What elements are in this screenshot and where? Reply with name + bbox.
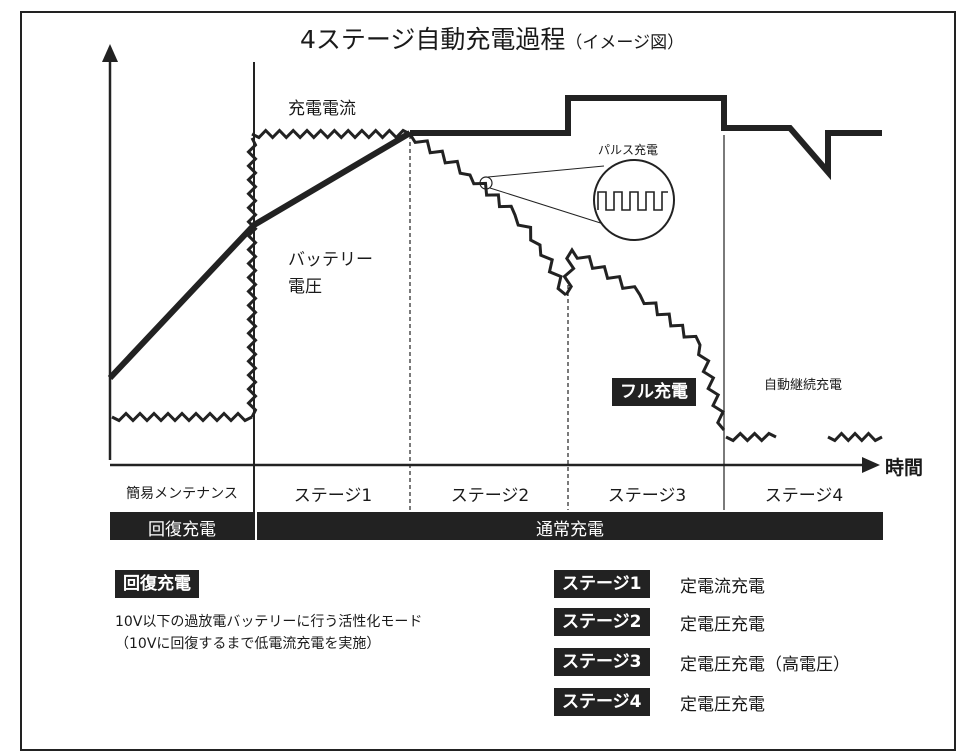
label-current: 充電電流 <box>288 99 356 119</box>
legend-stage1-desc: 定電流充電 <box>680 577 765 597</box>
current-tail-2 <box>827 431 883 443</box>
label-auto-charge: 自動継続充電 <box>764 378 843 393</box>
y-axis-arrow <box>102 44 118 62</box>
stage3-label: ステージ3 <box>607 486 687 506</box>
legend-stage1-badge: ステージ1 <box>554 570 650 598</box>
page-title: 4ステージ自動充電過程（イメージ図） <box>300 20 684 56</box>
stage4-label: ステージ4 <box>764 486 844 506</box>
legend-stage4-badge: ステージ4 <box>554 688 650 716</box>
recovery-bar-bg <box>110 512 254 540</box>
pulse-wave <box>597 191 668 211</box>
legend-stage3-desc: 定電圧充電（高電圧） <box>680 655 850 675</box>
stage2-label: ステージ2 <box>450 486 530 506</box>
recovery-note-heading: 回復充電 <box>115 570 199 598</box>
label-pulse: パルス充電 <box>598 143 659 157</box>
label-voltage-line2: 電圧 <box>288 277 322 297</box>
current-tail-1 <box>725 431 777 443</box>
pulse-leader-bottom <box>489 187 611 227</box>
legend-stage2-badge: ステージ2 <box>554 608 650 636</box>
recovery-bar-label: 回復充電 <box>148 520 216 540</box>
current-decay-stage2 <box>408 133 567 297</box>
normal-bar-label: 通常充電 <box>536 520 604 540</box>
x-axis-arrow <box>862 457 880 473</box>
pulse-marker <box>479 176 493 190</box>
current-jagged-low <box>111 411 253 423</box>
current-jagged-top <box>251 128 411 140</box>
legend-stage4-desc: 定電圧充電 <box>680 695 765 715</box>
label-voltage-line1: バッテリー <box>288 250 373 270</box>
label-full-charge: フル充電 <box>612 378 696 406</box>
current-line <box>410 95 882 181</box>
stage-maintenance-label: 簡易メンテナンス <box>126 486 238 502</box>
title-main: 4ステージ自動充電過程 <box>300 25 566 54</box>
current-decay-stage3 <box>562 247 726 431</box>
pulse-leader-top <box>487 165 605 178</box>
recovery-note-line2: （10Vに回復するまで低電流充電を実施） <box>115 636 381 652</box>
title-sub: （イメージ図） <box>565 33 685 53</box>
recovery-note-line1: 10V以下の過放電バッテリーに行う活性化モード <box>115 614 423 630</box>
pulse-magnifier-circle <box>593 159 675 241</box>
voltage-line <box>107 130 412 381</box>
x-axis-label: 時間 <box>885 457 924 479</box>
normal-bar-bg <box>257 512 883 540</box>
legend-stage2-desc: 定電圧充電 <box>680 615 765 635</box>
current-jagged-rise <box>246 137 258 418</box>
legend-stage3-badge: ステージ3 <box>554 648 650 676</box>
charging-diagram <box>102 44 883 540</box>
stage1-label: ステージ1 <box>293 486 373 506</box>
